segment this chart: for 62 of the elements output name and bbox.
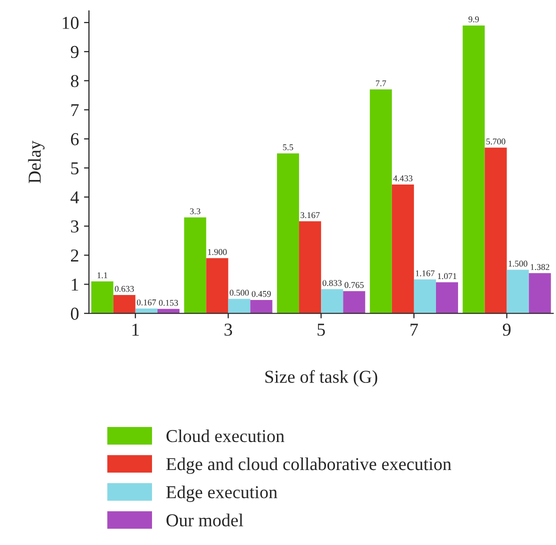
bar [436, 282, 458, 314]
bar [343, 291, 366, 314]
data-label: 1.167 [416, 270, 435, 276]
y-tick-label: 6 [70, 133, 79, 146]
data-label: 1.382 [530, 264, 550, 270]
data-label: 3.3 [190, 208, 200, 214]
bar [484, 148, 507, 314]
data-label: 0.459 [252, 290, 271, 297]
x-tick-label: 1 [132, 324, 139, 336]
data-label: 0.765 [344, 282, 364, 288]
bar [184, 217, 206, 314]
bar [157, 308, 180, 314]
bar [113, 294, 136, 314]
legend-label: Our model [166, 514, 244, 526]
legend-label: Cloud execution [166, 429, 284, 442]
bar [392, 184, 414, 314]
y-tick-label: 1 [72, 278, 78, 291]
data-label: 5.5 [283, 144, 294, 150]
bar [228, 298, 250, 314]
bar [528, 273, 551, 314]
bar [135, 308, 158, 314]
y-tick-label: 2 [71, 250, 78, 262]
data-label: 1.071 [438, 273, 456, 280]
data-label: 1.900 [208, 249, 227, 255]
data-label: 0.833 [322, 280, 342, 286]
data-label: 0.167 [136, 299, 156, 306]
x-tick-label: 3 [224, 324, 232, 336]
legend-label: Edge and cloud collaborative execution [166, 458, 452, 474]
y-tick-label: 7 [71, 104, 79, 116]
data-label: 3.167 [300, 212, 320, 218]
bar [91, 281, 114, 314]
data-label: 1.1 [98, 272, 108, 278]
y-tick-label: 0 [70, 308, 79, 320]
data-label: 0.633 [114, 286, 134, 292]
y-tick-label: 8 [70, 74, 79, 88]
x-tick-label: 9 [502, 324, 511, 336]
data-label: 9.9 [468, 16, 479, 22]
y-tick-label: 10 [62, 16, 79, 29]
x-tick-label: 7 [410, 324, 418, 336]
bar [299, 221, 322, 314]
x-tick-label: 5 [318, 324, 325, 336]
bar [462, 25, 485, 314]
data-label: 4.433 [393, 175, 412, 182]
bar [321, 289, 344, 314]
bar [250, 300, 272, 314]
y-tick-label: 5 [71, 162, 79, 174]
data-label: 7.7 [376, 80, 386, 86]
data-label: 0.153 [158, 300, 178, 306]
x-axis-title: Size of task (G) [265, 370, 378, 387]
data-label: 5.700 [486, 138, 506, 144]
data-label: 0.500 [230, 290, 249, 296]
data-label: 1.500 [508, 260, 528, 267]
bar [276, 153, 300, 314]
bar [506, 270, 529, 314]
bar [206, 258, 228, 314]
bar [414, 279, 436, 314]
y-tick-label: 3 [71, 220, 79, 233]
y-tick-label: 9 [70, 46, 78, 58]
legend-label: Edge execution [166, 486, 278, 502]
y-tick-label: 4 [70, 191, 79, 204]
bar [370, 89, 392, 314]
y-axis-title: Delay [28, 140, 45, 184]
